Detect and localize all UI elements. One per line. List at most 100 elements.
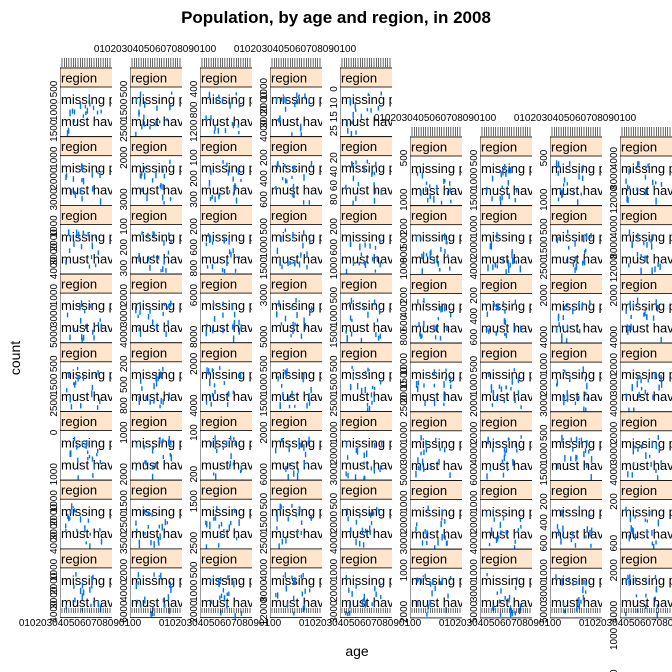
strip-label: region <box>341 71 377 86</box>
data-point <box>370 512 372 518</box>
data-point <box>626 195 628 203</box>
data-point <box>94 373 97 378</box>
data-point <box>562 325 564 329</box>
data-point <box>647 378 649 383</box>
data-point <box>284 369 286 375</box>
data-point <box>205 544 208 549</box>
data-point <box>645 307 647 312</box>
data-point <box>151 473 154 480</box>
data-point <box>351 318 353 323</box>
strip <box>340 136 392 157</box>
data-point <box>503 447 506 452</box>
data-point <box>232 248 234 254</box>
strip <box>200 479 252 500</box>
data-point <box>486 473 488 480</box>
data-point <box>375 161 377 168</box>
bottom-tick-comb <box>271 608 321 613</box>
data-point <box>630 323 632 331</box>
data-point <box>572 307 574 315</box>
data-point <box>370 521 373 526</box>
y-tick-label: 3000 <box>119 304 130 327</box>
data-point <box>138 539 141 544</box>
data-point <box>209 235 212 243</box>
y-tick-label: 2000 <box>399 511 410 534</box>
y-tick-label: 400 <box>469 307 480 324</box>
data-point <box>511 251 513 259</box>
panel-message-line-1: missing panel <box>201 298 281 313</box>
data-point <box>347 472 349 479</box>
data-point <box>568 577 570 582</box>
strip-label: region <box>271 208 307 223</box>
data-point <box>444 394 446 402</box>
data-point <box>73 109 76 115</box>
data-point <box>418 321 420 327</box>
strip-label: region <box>411 414 447 429</box>
data-point <box>97 170 99 174</box>
data-point <box>375 332 377 338</box>
bottom-tick-comb <box>621 608 671 613</box>
data-point <box>170 441 172 446</box>
strip <box>410 342 462 363</box>
y-tick-label: 1500 <box>119 490 130 513</box>
bottom-tick-comb <box>341 608 391 613</box>
strip-label: region <box>481 552 517 567</box>
data-point <box>310 386 312 394</box>
data-point <box>155 323 158 329</box>
y-tick-label: 5000 <box>259 325 270 348</box>
y-tick-label: 1000 <box>329 558 340 581</box>
y-tick-label: 1000 <box>539 559 550 582</box>
data-point <box>628 325 630 331</box>
data-point <box>657 519 660 527</box>
data-point <box>425 372 427 376</box>
data-point <box>235 536 238 541</box>
data-point <box>355 160 357 165</box>
data-point <box>514 442 517 447</box>
panel-message-line-2: must have <box>271 458 331 473</box>
y-tick-label: 400 <box>539 514 550 531</box>
data-point <box>284 106 287 112</box>
strip <box>480 205 532 226</box>
y-tick-label: 400 <box>399 301 410 318</box>
data-point <box>345 184 347 191</box>
data-point <box>345 611 347 616</box>
data-point <box>234 613 236 620</box>
strip-label: region <box>61 483 97 498</box>
strip-label: region <box>201 71 237 86</box>
strip-label: region <box>271 277 307 292</box>
data-point <box>433 399 436 407</box>
y-tick-label: 2000 <box>49 572 60 595</box>
data-point <box>520 405 522 409</box>
data-point <box>219 533 222 539</box>
y-tick-label: 3000 <box>49 517 60 540</box>
strip <box>270 136 322 157</box>
data-point <box>94 263 97 268</box>
data-point <box>359 540 361 547</box>
data-point <box>345 329 347 334</box>
data-point <box>646 529 648 535</box>
data-point <box>574 542 577 548</box>
data-point <box>350 331 353 337</box>
y-tick-label: 1500 <box>119 98 130 121</box>
panel-message-line-1: missing panel <box>201 229 281 244</box>
data-point <box>89 102 91 107</box>
panel-message-line-2: must have <box>411 389 471 404</box>
data-point <box>420 451 422 456</box>
data-point <box>566 302 568 308</box>
data-point <box>357 181 360 187</box>
data-point <box>226 604 228 609</box>
data-point <box>499 196 501 201</box>
data-point <box>368 405 371 413</box>
data-point <box>507 168 510 174</box>
strip <box>340 548 392 569</box>
data-point <box>373 299 376 306</box>
data-point <box>348 302 351 308</box>
